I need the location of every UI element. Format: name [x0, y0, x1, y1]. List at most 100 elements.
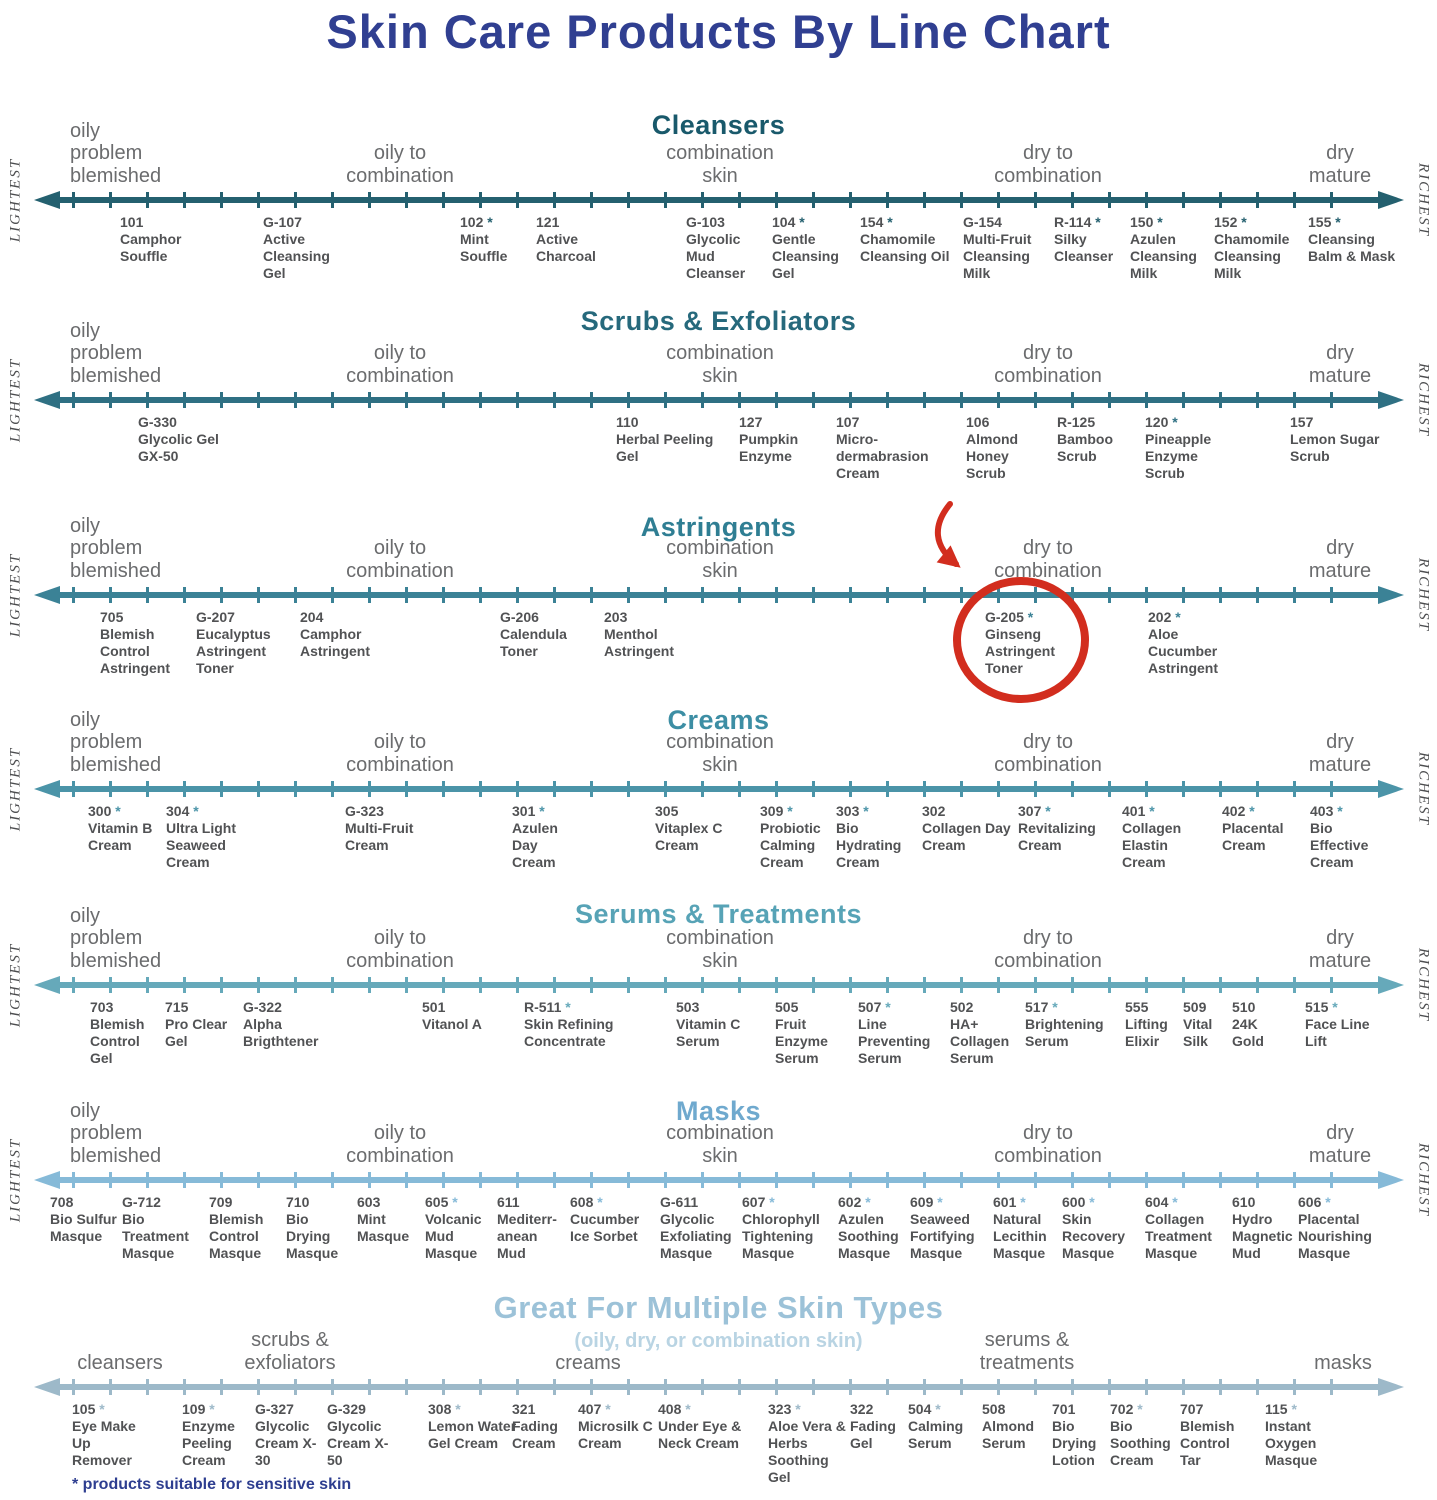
product-code: 110: [616, 414, 639, 430]
product-610: 610 Hydro Magnetic Mud: [1232, 1194, 1320, 1262]
product-name: Under Eye & Neck Cream: [658, 1418, 742, 1452]
axis-skin-label: combination skin: [666, 537, 774, 582]
section-subtitle-multi: (oily, dry, or combination skin): [574, 1330, 863, 1352]
product-name: Natural Lecithin Masque: [993, 1211, 1047, 1262]
axis-arrow-left-icon: [34, 1171, 60, 1189]
product-code: G-154: [963, 214, 1002, 230]
product-code: R-511 *: [524, 999, 571, 1015]
product-code: 107: [836, 414, 860, 430]
product-609: 609 * Seaweed Fortifying Masque: [910, 1194, 992, 1262]
axis-richest-label: RICHEST: [1415, 752, 1432, 826]
section-title-serums: Serums & Treatments: [574, 899, 863, 929]
axis-skin-label: dry to combination: [994, 1122, 1102, 1167]
axis-skin-label: oily problem blemished: [70, 1099, 162, 1167]
product-code: 508: [982, 1401, 1006, 1417]
sensitive-asterisk: *: [1287, 1401, 1297, 1417]
product-name: Collagen Treatment Masque: [1145, 1211, 1212, 1262]
section-title-creams: Creams: [667, 705, 770, 735]
sensitive-asterisk: *: [1085, 1194, 1095, 1210]
product-name: Fruit Enzyme Serum: [775, 1016, 828, 1067]
product-name: Line Preventing Serum: [858, 1016, 931, 1067]
sensitive-asterisk: *: [189, 803, 199, 819]
product-155: 155 * Cleansing Balm & Mask: [1308, 214, 1398, 265]
product-708: 708 Bio Sulfur Masque: [50, 1194, 130, 1245]
axis-skin-label: oily to combination: [346, 142, 454, 187]
product-name: Cleansing Balm & Mask: [1308, 231, 1396, 265]
product-403: 403 * Bio Effective Cream: [1310, 803, 1390, 871]
axis-arrow-left-icon: [34, 586, 60, 604]
product-code: 202 *: [1148, 609, 1181, 625]
product-607: 607 * Chlorophyll Tightening Masque: [742, 1194, 836, 1262]
product-code: 611: [497, 1194, 520, 1210]
product-name: Pumpkin Enzyme: [739, 431, 799, 465]
product-name: Aloe Cucumber Astringent: [1148, 626, 1218, 677]
product-106: 106 Almond Honey Scrub: [966, 414, 1038, 482]
product-715: 715 Pro Clear Gel: [165, 999, 245, 1050]
product-code: G-103: [686, 214, 725, 230]
product-name: 24K Gold: [1232, 1016, 1264, 1050]
product-115: 115 * Instant Oxygen Masque: [1265, 1401, 1343, 1469]
axis-skin-label: dry to combination: [994, 731, 1102, 776]
sensitive-asterisk: *: [448, 1194, 458, 1210]
product-503: 503 Vitamin C Serum: [676, 999, 748, 1050]
axis-arrow-left-icon: [34, 1378, 60, 1396]
product-150: 150 * Azulen Cleansing Milk: [1130, 214, 1216, 282]
product-203: 203 Menthol Astringent: [604, 609, 692, 660]
product-code: 152 *: [1214, 214, 1247, 230]
product-name: Volcanic Mud Masque: [425, 1211, 482, 1262]
product-code: G-330: [138, 414, 177, 430]
axis-arrow-right-icon: [1378, 191, 1404, 209]
product-code: 501: [422, 999, 446, 1015]
sensitive-asterisk: *: [1168, 414, 1178, 430]
sensitive-asterisk: *: [1145, 803, 1155, 819]
product-555: 555 Lifting Elixir: [1125, 999, 1181, 1050]
axis-skin-label: combination skin: [666, 927, 774, 972]
sensitive-asterisk: *: [931, 1401, 941, 1417]
product-name: Chamomile Cleansing Oil: [860, 231, 950, 265]
product-605: 605 * Volcanic Mud Masque: [425, 1194, 507, 1262]
product-code: 120 *: [1145, 414, 1178, 430]
sensitive-asterisk: *: [1041, 803, 1051, 819]
product-323: 323 * Aloe Vera & Herbs Soothing Gel: [768, 1401, 854, 1486]
product-G-327: G-327 Glycolic Cream X-30: [255, 1401, 327, 1469]
product-501: 501 Vitanol A: [422, 999, 492, 1033]
axis-skin-label: dry to combination: [994, 537, 1102, 582]
product-code: 603: [357, 1194, 381, 1210]
product-code: G-327: [255, 1401, 294, 1417]
product-code: 304 *: [166, 803, 199, 819]
product-name: Lemon Water Gel Cream: [428, 1418, 517, 1452]
product-R-125: R-125 Bamboo Scrub: [1057, 414, 1135, 465]
axis-line-cleansers: [34, 191, 1404, 209]
axis-richest-label: RICHEST: [1415, 558, 1432, 632]
product-709: 709 Blemish Control Masque: [209, 1194, 281, 1262]
product-702: 702 * Bio Soothing Cream: [1110, 1401, 1185, 1469]
section-title-scrubs: Scrubs & Exfoliators: [580, 306, 857, 336]
product-name: Blemish Control Tar: [1180, 1418, 1235, 1469]
product-code: 601 *: [993, 1194, 1026, 1210]
axis-arrow-left-icon: [34, 780, 60, 798]
product-604: 604 * Collagen Treatment Masque: [1145, 1194, 1233, 1262]
product-name: Aloe Vera & Herbs Soothing Gel: [768, 1418, 846, 1486]
product-code: G-323: [345, 803, 384, 819]
axis-skin-label: cleansers: [77, 1351, 163, 1374]
axis-bar: [58, 982, 1380, 988]
product-name: Active Cleansing Gel: [263, 231, 330, 282]
product-608: 608 * Cucumber Ice Sorbet: [570, 1194, 658, 1245]
product-code: 610: [1232, 1194, 1256, 1210]
sensitive-asterisk: *: [451, 1401, 461, 1417]
product-301: 301 * Azulen Day Cream: [512, 803, 574, 871]
product-code: G-207: [196, 609, 235, 625]
product-600: 600 * Skin Recovery Masque: [1062, 1194, 1144, 1262]
product-510: 510 24K Gold: [1232, 999, 1278, 1050]
product-name: Microsilk C Cream: [578, 1418, 653, 1452]
product-name: Lifting Elixir: [1125, 1016, 1168, 1050]
axis-arrow-right-icon: [1378, 976, 1404, 994]
product-code: 701: [1052, 1401, 1076, 1417]
section-title-astringents: Astringents: [640, 512, 797, 542]
product-code: R-114 *: [1054, 214, 1101, 230]
product-104: 104 * Gentle Cleansing Gel: [772, 214, 858, 282]
product-507: 507 * Line Preventing Serum: [858, 999, 950, 1067]
product-G-330: G-330 Glycolic Gel GX-50: [138, 414, 230, 465]
axis-arrow-right-icon: [1378, 586, 1404, 604]
product-name: Skin Refining Concentrate: [524, 1016, 614, 1050]
